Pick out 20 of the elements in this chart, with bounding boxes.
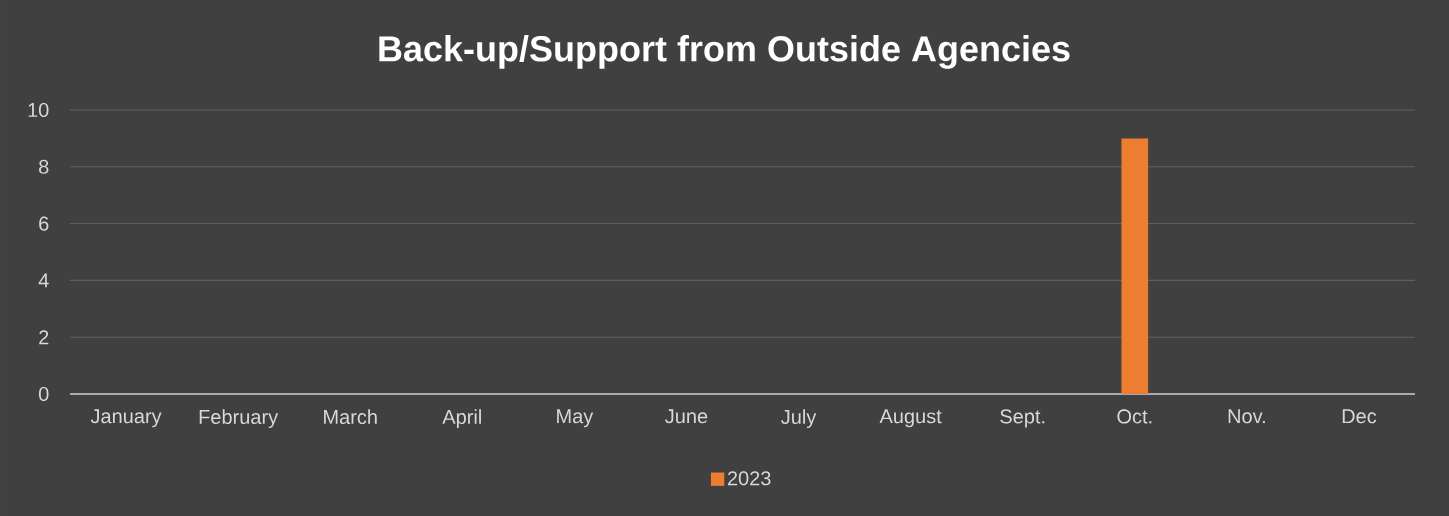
y-tick-label: 0 xyxy=(38,386,49,402)
y-tick-label: 6 xyxy=(39,216,49,231)
y-tick-label: 2 xyxy=(39,330,49,345)
x-tick-label: April xyxy=(442,409,481,428)
x-tick-label: March xyxy=(324,409,377,425)
y-tick-label: 4 xyxy=(38,273,49,288)
x-tick-label: Oct. xyxy=(1117,409,1152,424)
chart-title: Back-up/Support from Outside Agencies xyxy=(379,35,1070,69)
x-tick-label: February xyxy=(199,409,279,428)
y-tick-label: 10 xyxy=(28,102,49,118)
y-tick-label: 8 xyxy=(39,159,49,174)
x-tick-label: August xyxy=(879,409,942,428)
x-tick-label: Nov. xyxy=(1228,409,1265,424)
legend-label: 2023 xyxy=(727,471,771,486)
x-tick-label: January xyxy=(90,409,162,428)
x-tick-label: May xyxy=(557,409,594,428)
x-tick-label: July xyxy=(781,409,817,428)
x-tick-label: Dec xyxy=(1342,409,1377,424)
x-tick-label: June xyxy=(665,409,708,424)
x-tick-label: Sept. xyxy=(1000,409,1045,428)
